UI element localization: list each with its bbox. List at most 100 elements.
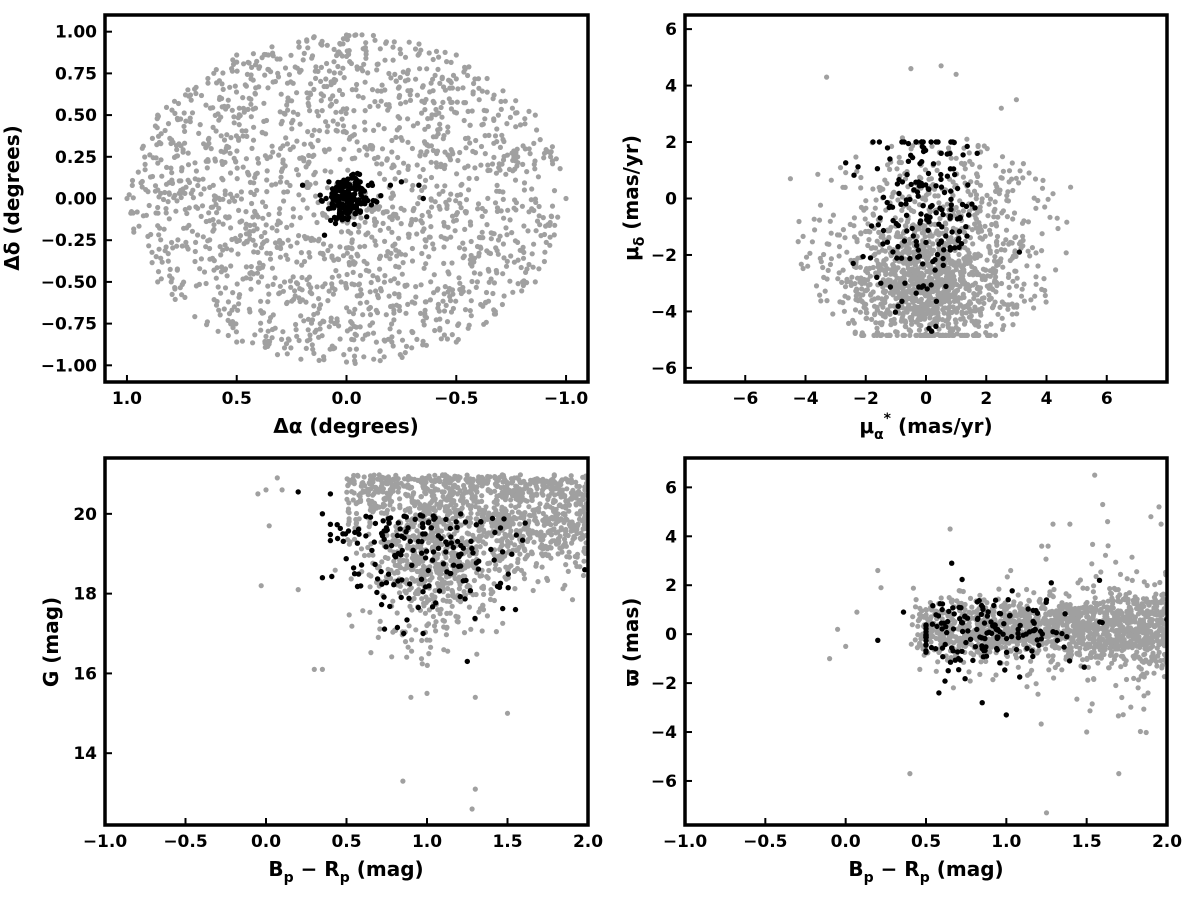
sky-field-point [446, 96, 452, 102]
pm-field-point [994, 233, 1001, 240]
cmd-field-point [353, 510, 360, 517]
sky-field-point [434, 164, 440, 170]
cmd-field-point [366, 524, 372, 530]
pm-field-point [795, 239, 801, 245]
sky-field-point [357, 244, 363, 250]
sky-field-point [409, 187, 415, 193]
sky-field-point [442, 284, 448, 290]
sky-field-point [483, 299, 489, 305]
pm-members-point [920, 283, 927, 289]
pm-field-point [993, 188, 999, 194]
sky-field-point [289, 126, 295, 132]
sky-field-point [284, 141, 290, 147]
sky-field-point [358, 291, 365, 297]
sky-field-point [413, 76, 419, 82]
sky-field-point [298, 313, 304, 319]
sky-field-point [234, 59, 240, 65]
sky-field-point [448, 234, 454, 240]
sky-field-point [354, 81, 360, 88]
sky-field-point [441, 133, 447, 139]
pm-field-point [942, 220, 949, 226]
pm-field-point [960, 304, 966, 310]
sky-field-point [386, 102, 392, 108]
sky-field-point [362, 219, 368, 225]
sky-field-point [143, 212, 149, 218]
sky-field-point [314, 284, 320, 290]
sky-field-point [346, 309, 352, 315]
sky-field-point [326, 68, 332, 74]
sky-field-point [407, 92, 413, 98]
sky-field-point [462, 246, 468, 252]
pm-field-point [1013, 283, 1020, 289]
pm-members-point [875, 222, 881, 228]
sky-field-point [224, 246, 230, 252]
sky-field-point [453, 52, 459, 58]
cmd-field-point [538, 529, 544, 535]
sky-field-point [428, 174, 435, 181]
sky-field-point [234, 176, 240, 182]
sky-field-point [315, 137, 321, 144]
pm-field-point [827, 218, 833, 224]
sky-field-point [156, 246, 162, 252]
pm-members-point [915, 193, 921, 199]
sky-field-point [522, 121, 528, 127]
sky-field-point [212, 156, 218, 162]
cmd-field-point [561, 536, 568, 542]
sky-field-point [505, 207, 511, 213]
sky-field-point [515, 154, 521, 160]
sky-field-point [303, 345, 309, 351]
cmd-field-point [477, 544, 483, 550]
cmd-field-point [555, 518, 561, 525]
pm-members-point [876, 139, 883, 145]
sky-field-point [331, 257, 337, 263]
sky-field-point [178, 143, 184, 149]
sky-field-point [156, 194, 162, 200]
sky-field-point [343, 280, 349, 287]
sky-field-point [328, 243, 334, 249]
pm-field-point [912, 303, 918, 309]
pm-field-point [987, 248, 993, 254]
pm-field-point [992, 206, 998, 212]
sky-field-point [419, 187, 425, 193]
pm-field-point [867, 281, 873, 288]
sky-xtick-label: 0.0 [331, 389, 361, 409]
sky-field-point [338, 279, 344, 285]
sky-field-point [201, 269, 208, 275]
cmd-field-point [520, 533, 526, 539]
pm-field-point [844, 276, 850, 282]
sky-field-point [507, 217, 513, 223]
pm-members-point [894, 181, 901, 187]
sky-field-point [243, 209, 249, 215]
cmd-field-point [524, 538, 531, 545]
sky-field-point [444, 205, 450, 211]
pm-field-point [803, 254, 810, 260]
pm-field-point [994, 238, 1000, 244]
cmd-field-point [451, 531, 457, 537]
sky-field-point [347, 134, 353, 140]
sky-field-point [361, 258, 367, 264]
sky-field-point [375, 88, 381, 94]
sky-field-point [340, 123, 347, 129]
cmd-field-point [345, 506, 352, 512]
sky-field-point [493, 245, 499, 251]
cmd-field-point [389, 654, 395, 660]
pm-field-point [1028, 297, 1034, 303]
pm-members-point [887, 284, 894, 290]
pm-field-point [956, 260, 962, 266]
pm-field-point [871, 332, 877, 338]
sky-field-point [484, 222, 490, 228]
sky-field-point [315, 113, 321, 119]
sky-field-point [304, 277, 310, 283]
sky-field-point [496, 188, 503, 194]
sky-field-point [321, 147, 327, 153]
sky-field-point [226, 311, 233, 317]
sky-field-point [244, 239, 250, 245]
sky-field-point [524, 169, 530, 175]
pm-members-point [874, 166, 881, 172]
pm-field-point [887, 332, 893, 338]
sky-field-point [398, 221, 404, 227]
pm-field-point [867, 273, 874, 279]
sky-field-point [445, 124, 451, 130]
sky-field-point [453, 298, 459, 304]
pm-field-point [1012, 248, 1018, 254]
